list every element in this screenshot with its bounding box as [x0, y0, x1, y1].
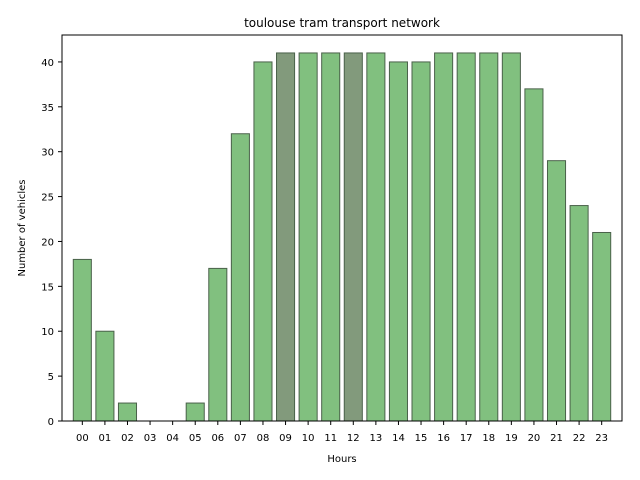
x-tick-label-17: 17: [460, 433, 473, 444]
x-tick-label-01: 01: [99, 433, 112, 444]
y-tick-label-25: 25: [41, 193, 54, 204]
bar-05: [185, 402, 205, 422]
bar-17: [456, 52, 476, 422]
bar-01: [95, 330, 115, 422]
bar-07: [230, 133, 250, 422]
x-tick-label-21: 21: [550, 433, 563, 444]
chart-title: toulouse tram transport network: [244, 16, 440, 30]
bar-12: [343, 52, 363, 422]
x-tick-label-19: 19: [505, 433, 518, 444]
bar-15: [411, 61, 431, 422]
y-tick-label-15: 15: [41, 282, 54, 293]
x-tick-label-02: 02: [121, 433, 134, 444]
x-tick-label-23: 23: [595, 433, 608, 444]
x-tick-label-03: 03: [144, 433, 157, 444]
bar-21: [546, 160, 567, 422]
x-tick-label-08: 08: [257, 433, 270, 444]
x-tick-label-15: 15: [415, 433, 428, 444]
y-ticks-group: 0 5 10 15 20 25 30 35 40: [41, 58, 62, 428]
y-tick-label-10: 10: [41, 327, 54, 338]
x-tick-label-20: 20: [528, 433, 541, 444]
bar-13: [366, 52, 386, 422]
y-tick-label-40: 40: [41, 58, 54, 69]
bar-18: [479, 52, 499, 422]
bar-20: [524, 88, 544, 422]
bar-09: [276, 52, 296, 422]
bar-23: [592, 231, 612, 422]
y-tick-label-20: 20: [41, 237, 54, 248]
bar-22: [569, 205, 589, 422]
x-tick-label-05: 05: [189, 433, 202, 444]
bar-11: [321, 52, 341, 422]
plot-frame: [61, 34, 623, 422]
bars-group: [72, 52, 612, 422]
bar-08: [253, 61, 273, 422]
x-tick-label-22: 22: [573, 433, 586, 444]
y-axis-label: Number of vehicles: [17, 180, 28, 277]
y-tick-label-5: 5: [48, 372, 54, 383]
x-tick-label-00: 00: [76, 433, 89, 444]
x-tick-label-07: 07: [234, 433, 247, 444]
y-tick-label-0: 0: [48, 417, 54, 428]
y-tick-label-30: 30: [41, 148, 54, 159]
x-tick-label-06: 06: [211, 433, 224, 444]
x-tick-label-14: 14: [392, 433, 405, 444]
x-tick-label-09: 09: [279, 433, 292, 444]
x-tick-label-12: 12: [347, 433, 360, 444]
x-tick-label-18: 18: [482, 433, 495, 444]
x-tick-label-16: 16: [437, 433, 450, 444]
x-tick-label-11: 11: [324, 433, 337, 444]
x-tick-label-10: 10: [302, 433, 315, 444]
bar-10: [298, 52, 318, 422]
y-tick-label-35: 35: [41, 103, 54, 114]
bar-00: [72, 258, 92, 422]
x-axis-label: Hours: [327, 454, 356, 465]
bar-14: [388, 61, 408, 422]
x-tick-label-04: 04: [166, 433, 179, 444]
bar-16: [434, 52, 454, 422]
x-ticks-group: 00 01 02 03 04 05 06 07 08 09 10 11 12 13 14 15 16 17 18 19…: [76, 421, 608, 444]
bar-06: [208, 267, 228, 422]
x-tick-label-13: 13: [370, 433, 383, 444]
bar-02: [117, 402, 138, 422]
bar-19: [501, 52, 521, 422]
